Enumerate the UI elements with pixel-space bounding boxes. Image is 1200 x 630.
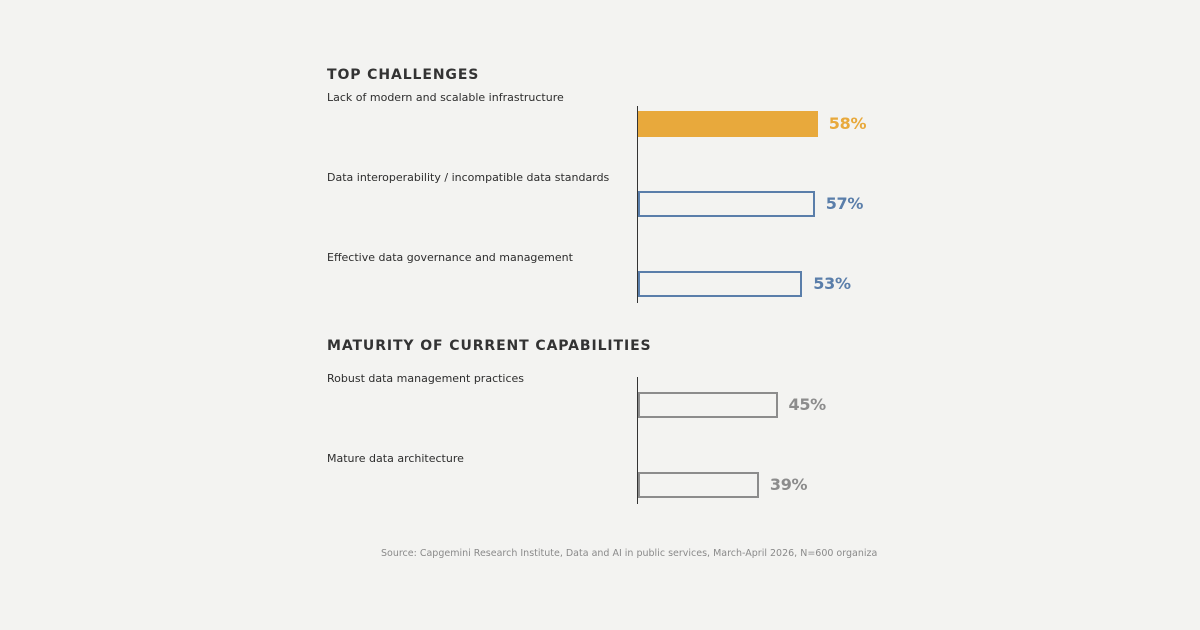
- bar-value-label: 53%: [813, 274, 851, 293]
- bar-label: Lack of modern and scalable infrastructu…: [327, 91, 564, 104]
- bar-label: Effective data governance and management: [327, 251, 573, 264]
- bar-value-label: 39%: [769, 475, 808, 494]
- bar-label: Mature data architecture: [327, 452, 464, 465]
- bar: [638, 392, 778, 418]
- bar: [638, 191, 815, 217]
- bar-label: Data interoperability / incompatible dat…: [327, 171, 610, 184]
- bar-label: Robust data management practices: [327, 372, 525, 385]
- source-note: Source: Capgemini Research Institute, Da…: [381, 548, 878, 559]
- bar-value-label: 45%: [788, 395, 827, 414]
- bar: [638, 271, 803, 297]
- bar-value-label: 57%: [825, 194, 864, 213]
- bar: [638, 472, 759, 498]
- maturity-axis: [637, 377, 638, 504]
- top-challenges-axis: [637, 106, 638, 303]
- top-challenges-title: TOP CHALLENGES: [327, 67, 480, 83]
- bar-value-label: 58%: [828, 114, 867, 133]
- bar: [638, 111, 818, 137]
- maturity-title: MATURITY OF CURRENT CAPABILITIES: [327, 338, 652, 354]
